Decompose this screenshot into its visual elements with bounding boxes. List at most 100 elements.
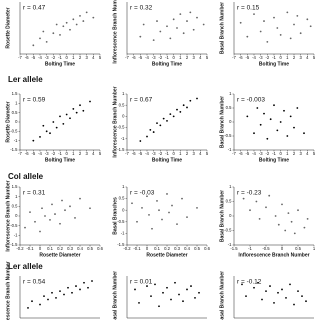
section-label: Ler allele [8, 262, 43, 271]
point [49, 132, 51, 135]
x-tick-label: -6 [25, 55, 29, 60]
x-tick-label: 4 [306, 55, 309, 60]
point [263, 112, 265, 115]
y-tick-label: -1 [14, 138, 18, 143]
x-axis-label: Bolting Time [152, 157, 182, 163]
y-tick-label: -1 [14, 232, 18, 237]
point [258, 218, 261, 220]
y-axis-label: Basal Branch Number [219, 96, 225, 148]
y-axis-label: Rosette Diameter [5, 101, 11, 142]
x-tick-label: -6 [25, 151, 29, 156]
point [156, 122, 158, 125]
y-tick-label: 1 [15, 100, 18, 105]
x-tick-label: -3 [45, 55, 49, 60]
point [176, 223, 178, 226]
point [82, 109, 85, 112]
point [273, 16, 275, 19]
x-tick-label: -0.1 [133, 246, 141, 251]
point [75, 23, 78, 26]
point [139, 140, 142, 142]
point [52, 121, 55, 123]
x-tick-label: 4 [199, 55, 202, 60]
y-tick-label: 1 [122, 91, 125, 96]
point [269, 285, 271, 287]
point [297, 209, 299, 212]
point [198, 291, 200, 294]
x-tick-label: 0 [172, 151, 175, 156]
annotation: r = -0.23 [237, 190, 262, 197]
y-tick-label: -0.5 [10, 128, 18, 133]
x-tick-label: 0.6 [204, 246, 210, 251]
point [42, 30, 45, 33]
x-tick-label: 1 [72, 151, 75, 156]
x-tick-label: -1 [272, 151, 276, 156]
point [156, 200, 158, 202]
point [141, 206, 143, 209]
x-tick-label: 0.2 [164, 246, 170, 251]
x-tick-label: 2 [293, 55, 296, 60]
point [72, 108, 75, 110]
point [293, 232, 296, 235]
point [71, 291, 73, 294]
point [51, 291, 53, 294]
y-tick-label: 0.5 [119, 196, 125, 201]
x-tick-label: -6 [239, 55, 243, 60]
point [178, 293, 180, 296]
x-tick-label: 1 [72, 55, 75, 60]
point [176, 27, 178, 29]
point [168, 211, 170, 214]
point [289, 283, 291, 286]
point [286, 11, 289, 14]
x-tick-label: -0.1 [26, 246, 34, 251]
x-tick-label: -1 [165, 151, 169, 156]
point [182, 300, 184, 303]
point [62, 122, 65, 125]
point [196, 16, 198, 19]
y-tick-label: 0 [15, 119, 18, 124]
annotation: r = -0.03 [130, 190, 155, 197]
x-tick-label: 0.5 [87, 246, 93, 251]
point [162, 291, 164, 294]
point [296, 107, 299, 109]
x-tick-label: 3 [85, 151, 88, 156]
y-axis-label: Basal Branch Number [112, 271, 118, 320]
point [39, 37, 41, 40]
point [179, 13, 182, 16]
point [253, 286, 255, 289]
x-tick-label: 2 [186, 55, 189, 60]
x-tick-label: 0.5 [194, 246, 200, 251]
x-tick-label: -5 [138, 55, 142, 60]
x-tick-label: -5 [245, 151, 249, 156]
y-tick-label: -0.5 [10, 223, 18, 228]
point [146, 135, 148, 138]
y-tick-label: 1.5 [12, 184, 18, 189]
annotation: r = 0.47 [23, 5, 46, 12]
x-tick-label: 0 [279, 55, 282, 60]
point [189, 11, 192, 14]
x-tick-label: -4 [145, 55, 149, 60]
x-tick-label: 0.1 [47, 246, 53, 251]
x-tick-label: -2 [158, 55, 162, 60]
point [92, 16, 95, 19]
point [303, 132, 305, 135]
point [172, 18, 175, 21]
point [253, 132, 255, 135]
point [287, 212, 290, 215]
x-tick-label: 1 [179, 151, 182, 156]
x-tick-label: -6 [132, 151, 136, 156]
y-tick-label: -1.5 [10, 147, 18, 152]
point [189, 99, 192, 102]
point [146, 285, 148, 287]
point [186, 20, 188, 22]
point [61, 199, 63, 202]
annotation: r = 0.59 [23, 97, 46, 104]
x-tick-label: -5 [31, 55, 35, 60]
point [55, 23, 58, 26]
point [266, 40, 269, 43]
point [263, 20, 265, 22]
x-tick-label: 3 [299, 151, 302, 156]
x-tick-label: 0.1 [154, 246, 160, 251]
point [169, 113, 172, 116]
point [166, 119, 168, 122]
